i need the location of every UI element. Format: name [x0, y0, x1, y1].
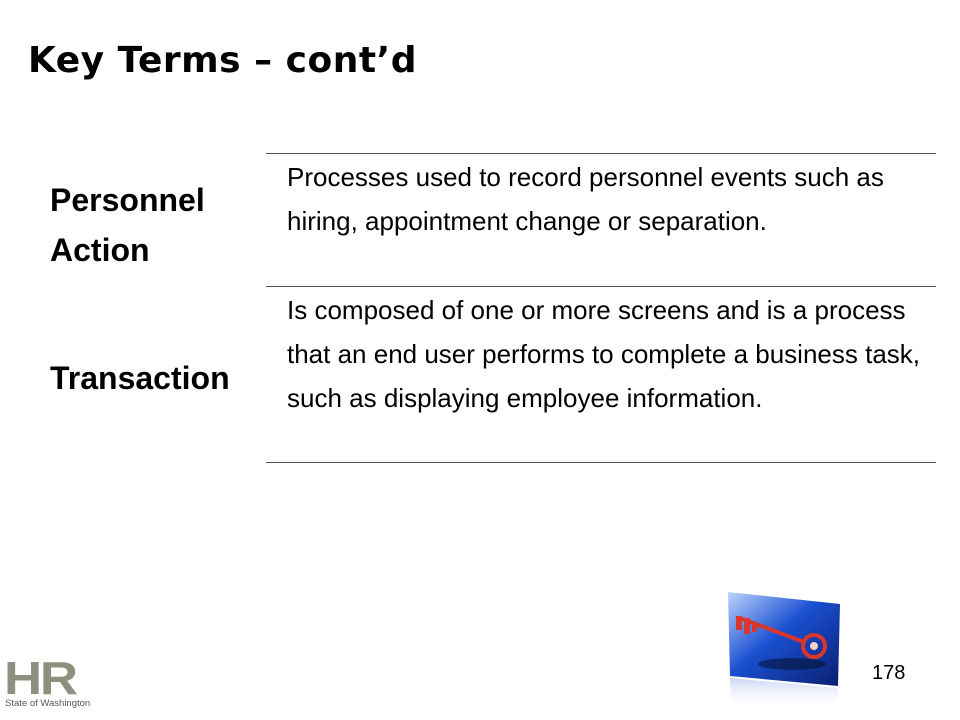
table-rule-top	[266, 153, 936, 154]
term-personnel-action: Personnel Action	[50, 182, 205, 268]
definition-transaction: Is composed of one or more screens and i…	[287, 295, 921, 413]
logo-letters: HR	[4, 652, 78, 704]
key-icon	[728, 592, 840, 710]
slide-title: Key Terms – cont’d	[28, 40, 417, 81]
key-terms-table: Personnel Action Processes used to recor…	[50, 153, 936, 465]
logo-subtitle: State of Washington	[5, 698, 91, 709]
term-transaction: Transaction	[50, 360, 230, 396]
definition-personnel-action: Processes used to record personnel event…	[287, 162, 884, 236]
table-rule-middle	[266, 286, 936, 287]
page-number: 178	[872, 662, 906, 684]
table-rule-bottom	[266, 462, 936, 463]
hr-logo: HR State of Washington	[4, 652, 104, 712]
